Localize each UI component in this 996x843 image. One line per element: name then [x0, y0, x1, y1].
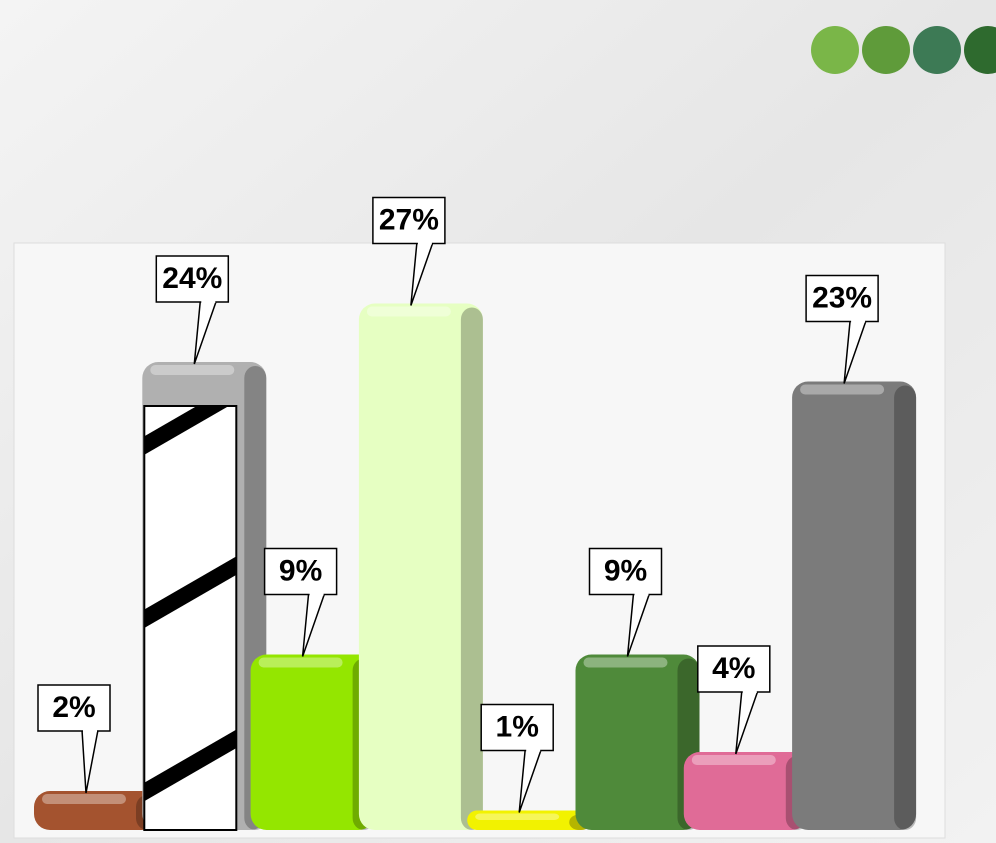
- bar: [575, 654, 700, 830]
- callout-box: [263, 547, 338, 596]
- decor-dot: [811, 26, 859, 74]
- callout-patch: [634, 592, 649, 596]
- callout-patch: [201, 300, 216, 303]
- bar: [358, 303, 483, 830]
- callout-patch: [83, 729, 97, 732]
- callout-box: [588, 547, 663, 596]
- callout-box: [480, 703, 554, 752]
- bar-highlight: [258, 657, 343, 668]
- value-label: 1%: [496, 710, 539, 743]
- bar-side: [460, 307, 483, 830]
- callout-patch: [851, 319, 866, 323]
- callout-box: [155, 255, 230, 303]
- decor-dot: [862, 26, 910, 74]
- bar: [467, 810, 592, 830]
- value-label: 23%: [812, 281, 872, 314]
- value-label: 9%: [604, 554, 647, 587]
- value-label: 4%: [712, 652, 755, 685]
- bar-highlight: [42, 794, 126, 804]
- bar: [792, 381, 917, 830]
- bar: [34, 791, 158, 830]
- callout-box: [697, 645, 771, 693]
- bar-highlight: [475, 813, 560, 820]
- bar-highlight: [150, 365, 235, 375]
- callout-box: [372, 196, 446, 245]
- bar: [250, 654, 375, 830]
- decor-dot: [913, 26, 961, 74]
- bar-side: [894, 385, 917, 830]
- bar-hatch: [143, 405, 238, 831]
- callout-box: [37, 684, 111, 732]
- decor-dot: [964, 26, 996, 74]
- bar-highlight: [583, 657, 668, 668]
- value-label: 2%: [52, 691, 95, 724]
- callout-patch: [417, 241, 432, 245]
- bar-highlight: [800, 384, 885, 395]
- value-label: 9%: [279, 554, 322, 587]
- value-label: 24%: [162, 262, 222, 295]
- callout-box: [805, 274, 879, 323]
- callout-patch: [526, 748, 541, 752]
- bar-highlight: [691, 755, 776, 765]
- value-label: 27%: [379, 203, 439, 236]
- callout-patch: [309, 592, 324, 596]
- bar-highlight: [366, 306, 451, 317]
- bar: [683, 752, 808, 830]
- callout-patch: [742, 690, 757, 693]
